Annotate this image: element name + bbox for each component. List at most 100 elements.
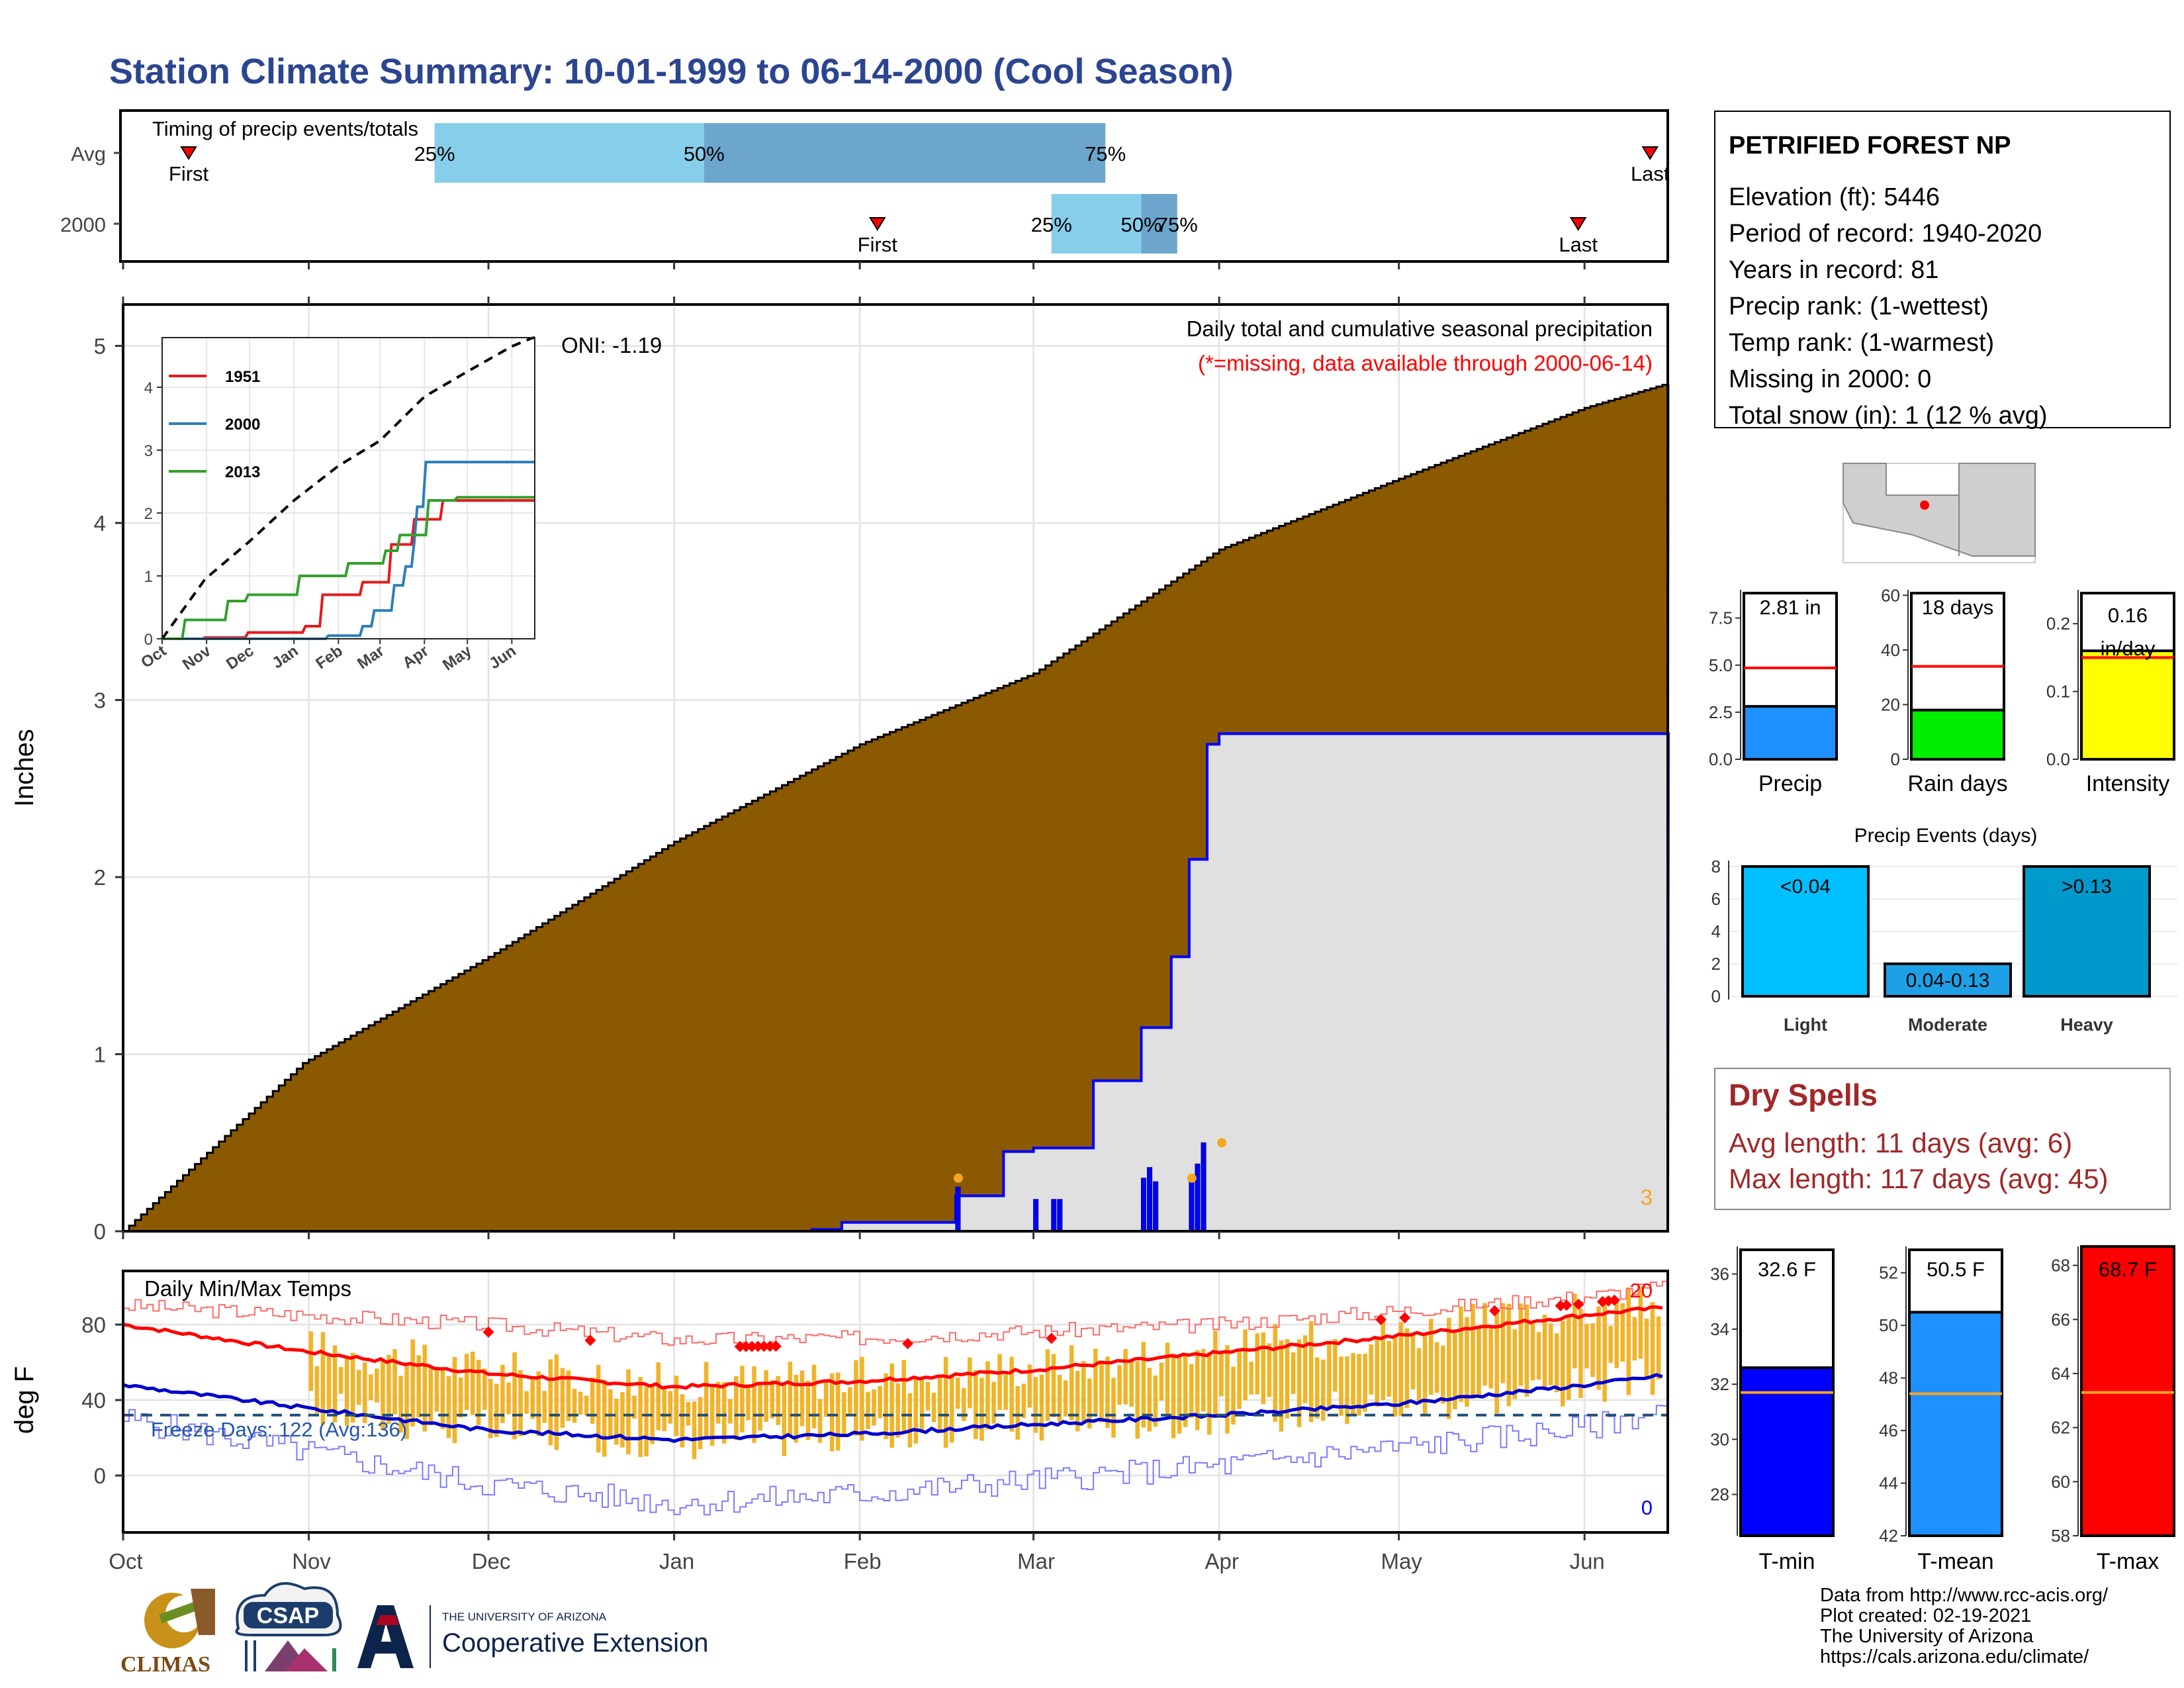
daily-temp-bar	[1243, 1329, 1248, 1401]
daily-temp-bar	[1117, 1365, 1122, 1405]
station-elevation: Elevation (ft): 5446	[1729, 183, 1940, 211]
timing-panel-label: Timing of precip events/totals	[152, 117, 418, 140]
daily-temp-bar	[1387, 1340, 1392, 1397]
daily-temp-bar	[446, 1376, 451, 1438]
inset-y-tick-label: 4	[144, 379, 153, 397]
daily-temp-bar	[1015, 1385, 1020, 1440]
events-title: Precip Events (days)	[1854, 825, 2038, 847]
temp-summary-tick-label: 66	[2051, 1309, 2070, 1329]
daily-temp-bar	[937, 1376, 942, 1430]
daily-temp-bar	[1129, 1361, 1134, 1407]
oni-label: ONI: -1.19	[561, 333, 662, 357]
event-marker	[1641, 146, 1659, 160]
summary-bar-label: Precip	[1758, 771, 1822, 796]
daily-temp-bar	[1189, 1364, 1194, 1418]
daily-temp-bar	[1471, 1303, 1475, 1399]
record-high-marker	[758, 1340, 770, 1352]
summary-tick-label: 0.1	[2046, 682, 2070, 702]
legend-label: 2013	[225, 463, 260, 481]
daily-temp-bar	[422, 1344, 428, 1432]
daily-temp-bar	[476, 1360, 481, 1425]
timing-quartile-bar	[704, 123, 1106, 183]
daily-temp-bar	[1512, 1329, 1518, 1399]
daily-temp-bar	[1021, 1383, 1026, 1419]
temp-summary-tick-label: 46	[1879, 1421, 1898, 1440]
daily-temp-bar	[632, 1395, 637, 1419]
daily-temp-bar	[470, 1351, 475, 1415]
daily-temp-bar	[572, 1388, 577, 1423]
daily-temp-bar	[1351, 1352, 1355, 1417]
daily-temp-bar	[626, 1369, 631, 1455]
daily-temp-bar	[799, 1370, 805, 1427]
timing-p50-label: 50%	[1120, 213, 1161, 236]
daily-temp-bar	[494, 1383, 499, 1437]
daily-temp-bar	[1003, 1374, 1008, 1410]
temp-summary-chart: 58 60 62 64 66 68 68.7 F T-max	[2051, 1245, 2175, 1574]
station-precip-rank: Precip rank: (1-wettest)	[1729, 293, 1989, 320]
daily-temp-bar	[728, 1399, 733, 1424]
csap-logo: CSAP	[235, 1582, 342, 1671]
summary-bar-chart: 0.0 0.1 0.2 0.16 in/day Intensity	[2046, 590, 2175, 796]
summary-bar-chart: 0 20 40 60 18 days Rain days	[1881, 585, 2008, 796]
station-snow: Total snow (in): 1 (12 % avg)	[1729, 402, 2048, 430]
record-high-marker	[1375, 1313, 1387, 1325]
event-bar-label: Moderate	[1908, 1015, 1987, 1035]
daily-temp-bar	[686, 1401, 691, 1426]
daily-temp-bar	[596, 1365, 601, 1453]
max-marker	[1187, 1173, 1197, 1183]
daily-precip-bar	[1189, 1178, 1195, 1232]
daily-temp-bar	[709, 1386, 715, 1446]
event-bar-inner-label: >0.13	[2062, 876, 2112, 898]
daily-temp-bar	[375, 1368, 379, 1403]
daily-temp-bar	[314, 1366, 320, 1414]
daily-temp-bar	[1506, 1303, 1512, 1407]
daily-temp-bar	[308, 1331, 314, 1391]
daily-precip-bar	[1147, 1167, 1153, 1232]
daily-temp-bar	[1261, 1332, 1266, 1405]
daily-temp-bar	[560, 1368, 565, 1428]
daily-temp-bar	[1153, 1375, 1158, 1427]
daily-temp-bar	[404, 1363, 409, 1439]
daily-temp-bar	[1141, 1342, 1146, 1428]
event-marker	[180, 146, 197, 160]
timing-panel: Timing of precip events/totals Avg 25% 50%…	[60, 109, 1670, 269]
month-label: Apr	[1205, 1549, 1238, 1573]
daily-temp-bar	[931, 1392, 936, 1423]
daily-temp-bar	[1459, 1306, 1463, 1402]
daily-temp-bar	[1548, 1323, 1553, 1385]
daily-temp-bar	[363, 1362, 367, 1423]
daily-precip-bar	[1141, 1178, 1147, 1232]
page-title: Station Climate Summary: 10-01-1999 to 0…	[109, 52, 1234, 91]
event-marker	[869, 217, 886, 231]
y-tick-label: 5	[94, 334, 106, 359]
daily-temp-bar	[1656, 1316, 1661, 1380]
event-bar-label: Light	[1784, 1015, 1827, 1035]
daily-temp-bar	[674, 1376, 679, 1436]
daily-temp-bar	[1465, 1317, 1469, 1407]
summary-bar-label: Intensity	[2086, 771, 2170, 796]
daily-temp-bar	[1404, 1328, 1410, 1409]
daily-temp-bar	[776, 1376, 780, 1425]
y-tick-label: 0	[94, 1464, 106, 1488]
daily-temp-bar	[1249, 1362, 1253, 1395]
record-low-count: 0	[1641, 1496, 1653, 1519]
daily-temp-bar	[788, 1362, 793, 1436]
events-tick-label: 4	[1711, 921, 1721, 941]
daily-temp-bar	[338, 1367, 343, 1394]
daily-temp-bar	[1009, 1356, 1014, 1432]
daily-temp-bar	[1033, 1377, 1038, 1433]
daily-temp-bar	[997, 1354, 1002, 1411]
station-info-box: PETRIFIED FOREST NP Elevation (ft): 5446…	[1714, 111, 2171, 430]
daily-temp-bar	[464, 1354, 469, 1410]
daily-temp-bar	[566, 1370, 571, 1421]
daily-temp-bar	[884, 1373, 888, 1440]
daily-precip-bar	[1033, 1199, 1039, 1232]
temp-summary-bar	[1739, 1366, 1835, 1537]
daily-temp-bar	[1381, 1319, 1386, 1400]
y-tick-label: 80	[81, 1313, 106, 1337]
temp-summary-tick-label: 36	[1710, 1264, 1729, 1284]
y-tick-label: 2	[94, 865, 106, 890]
temp-panel-title: Daily Min/Max Temps	[144, 1276, 351, 1301]
daily-temp-bar	[1285, 1339, 1290, 1419]
event-bar	[2023, 865, 2151, 998]
